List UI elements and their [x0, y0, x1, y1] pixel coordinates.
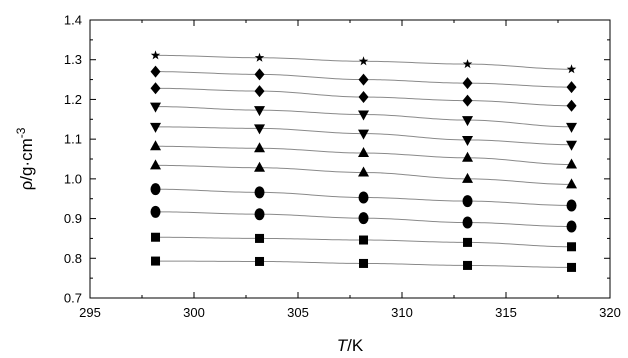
diamond-marker	[566, 81, 577, 94]
y-axis-label-exponent: -3	[14, 127, 28, 138]
triangle-up-marker	[254, 142, 266, 153]
diamond-marker	[254, 85, 265, 98]
circle-marker	[462, 195, 473, 208]
y-tick-label: 0.7	[64, 291, 82, 306]
diamond-marker	[358, 91, 369, 104]
star-marker	[254, 52, 265, 62]
x-tick-label: 295	[79, 305, 101, 320]
triangle-up-marker	[254, 161, 266, 172]
triangle-down-marker	[254, 106, 266, 117]
triangle-down-marker	[566, 122, 578, 133]
star-marker	[462, 59, 473, 69]
circle-marker	[462, 216, 473, 229]
y-tick-label: 1.4	[64, 13, 82, 28]
square-marker	[359, 258, 369, 268]
triangle-up-marker	[150, 140, 162, 151]
y-axis-label-prefix: ρ/g·cm	[17, 138, 36, 190]
triangle-up-marker	[150, 159, 162, 170]
triangle-up-marker	[566, 178, 578, 189]
x-tick-label: 300	[183, 305, 205, 320]
circle-marker	[566, 220, 577, 233]
circle-marker	[566, 199, 577, 212]
y-axis-label: ρ/g·cm-3	[14, 127, 36, 190]
star-marker	[566, 64, 577, 74]
triangle-down-marker	[358, 110, 370, 121]
circle-marker	[358, 212, 369, 225]
x-tick-label: 320	[599, 305, 621, 320]
circle-marker	[254, 186, 265, 199]
y-tick-label: 1.1	[64, 132, 82, 147]
y-tick-label: 0.8	[64, 251, 82, 266]
data-markers	[150, 50, 578, 272]
square-marker	[151, 256, 161, 266]
triangle-up-marker	[462, 172, 474, 183]
diamond-marker	[150, 82, 161, 95]
square-marker	[463, 260, 473, 270]
triangle-up-marker	[358, 166, 370, 177]
star-marker	[358, 56, 369, 66]
square-marker	[463, 237, 473, 247]
triangle-up-marker	[358, 147, 370, 158]
triangle-up-marker	[566, 158, 578, 169]
circle-marker	[254, 208, 265, 221]
axes: 295 300 305 310 315 320 0.7 0.8 0.9 1.0 1.1 1.2 1.3 1…	[64, 13, 621, 321]
plot-frame	[89, 19, 611, 299]
x-axis-label-unit: /K	[347, 336, 364, 355]
triangle-down-marker	[150, 122, 162, 133]
triangle-down-marker	[150, 102, 162, 113]
circle-marker	[358, 191, 369, 204]
square-marker	[255, 233, 265, 243]
y-tick-label: 0.9	[64, 211, 82, 226]
square-marker	[359, 235, 369, 245]
square-marker	[255, 256, 265, 266]
diamond-marker	[358, 73, 369, 86]
y-tick-label: 1.2	[64, 92, 82, 107]
diamond-marker	[462, 94, 473, 107]
triangle-down-marker	[462, 135, 474, 146]
x-axis-label: T/K	[337, 336, 364, 355]
x-tick-label: 310	[391, 305, 413, 320]
square-marker	[151, 232, 161, 242]
x-axis-label-symbol: T	[337, 336, 349, 355]
star-marker	[150, 50, 161, 60]
diamond-marker	[566, 99, 577, 112]
x-tick-label: 305	[287, 305, 309, 320]
triangle-down-marker	[462, 116, 474, 127]
diamond-marker	[462, 77, 473, 90]
diamond-marker	[254, 68, 265, 81]
y-tick-label: 1.0	[64, 171, 82, 186]
y-tick-label: 1.3	[64, 52, 82, 67]
square-marker	[567, 242, 577, 252]
triangle-down-marker	[358, 129, 370, 140]
circle-marker	[150, 183, 161, 196]
square-marker	[567, 262, 577, 272]
diamond-marker	[150, 65, 161, 78]
triangle-down-marker	[566, 140, 578, 151]
x-tick-label: 315	[495, 305, 517, 320]
triangle-up-marker	[462, 151, 474, 162]
triangle-down-marker	[254, 124, 266, 135]
circle-marker	[150, 205, 161, 218]
